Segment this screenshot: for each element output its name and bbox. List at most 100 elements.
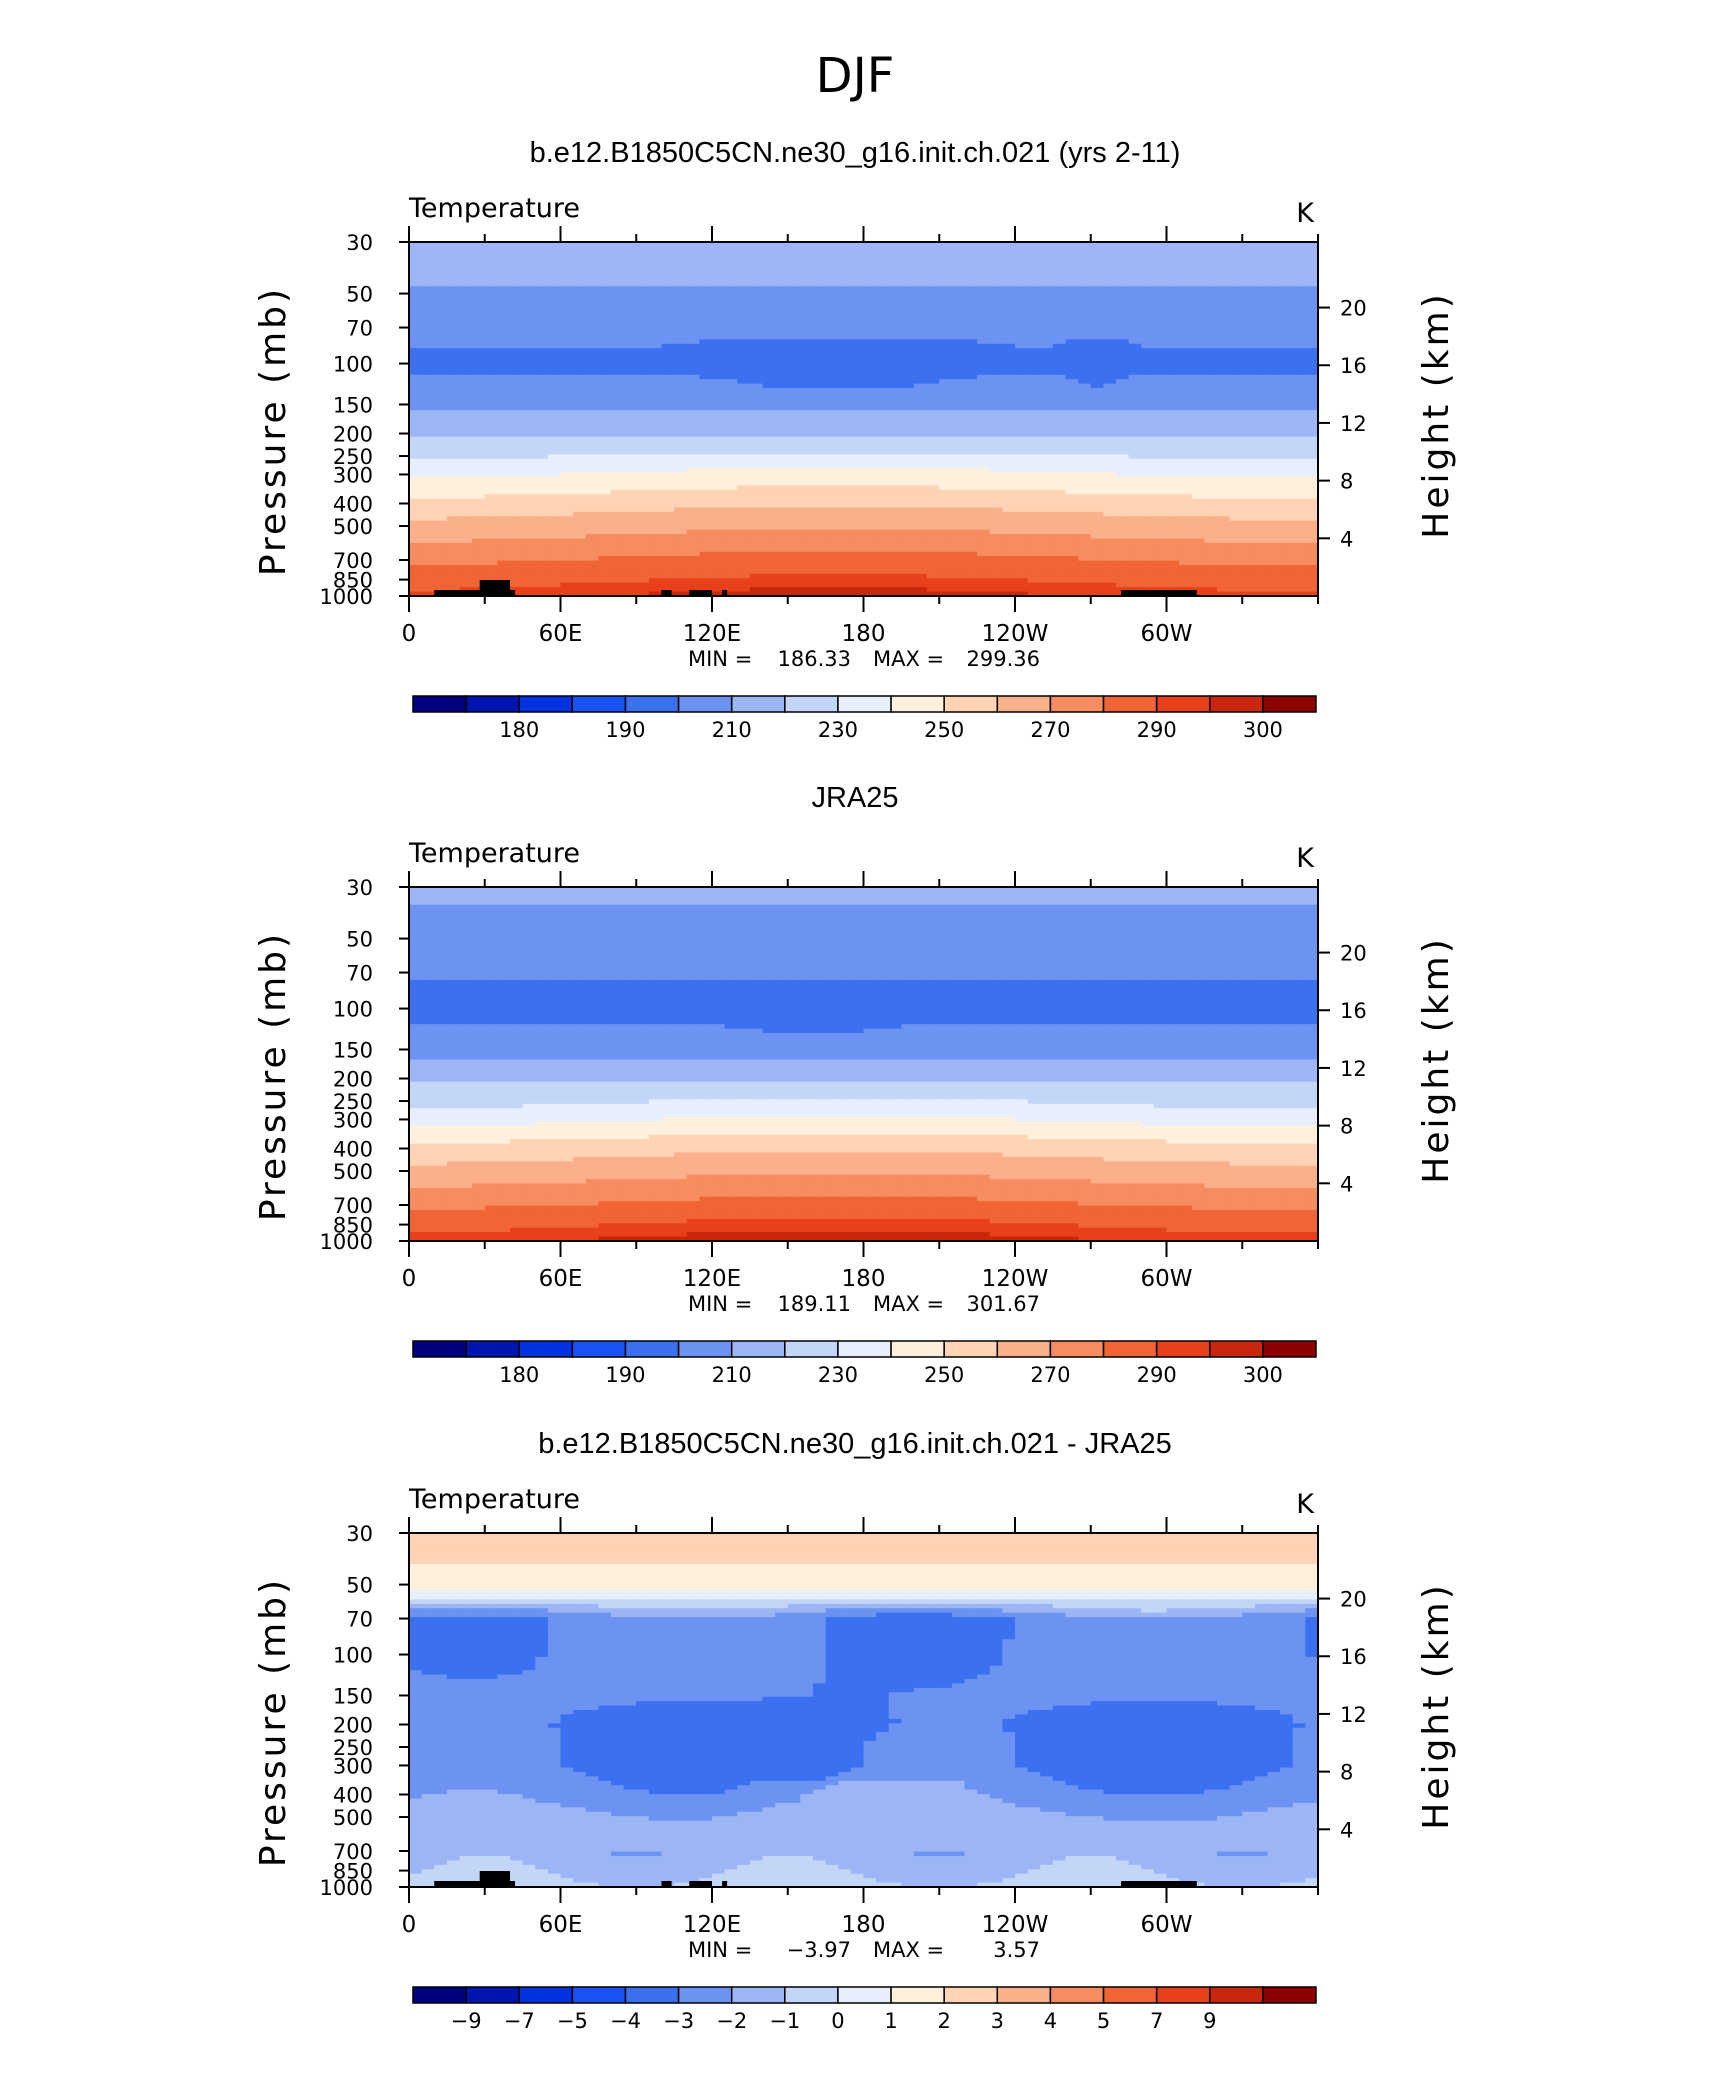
field-cell: [484, 463, 498, 469]
field-cell: [838, 352, 852, 358]
field-cell: [1217, 454, 1231, 460]
field-cell: [1254, 250, 1269, 256]
field-cell: [1292, 511, 1306, 517]
field-cell: [1229, 534, 1243, 540]
field-cell: [1090, 361, 1104, 367]
field-cell: [472, 529, 486, 535]
field-cell: [712, 489, 726, 495]
field-cell: [1141, 542, 1155, 548]
field-cell: [598, 250, 612, 256]
field-cell: [1229, 511, 1243, 517]
field-cell: [876, 538, 890, 544]
field-cell: [977, 529, 991, 535]
field-cell: [1166, 410, 1180, 416]
field-cell: [1267, 290, 1281, 296]
field-cell: [1090, 290, 1104, 296]
field-cell: [623, 379, 637, 385]
field-cell: [926, 330, 940, 336]
field-cell: [1179, 312, 1193, 318]
field-cell: [1128, 268, 1142, 274]
field-cell: [1153, 352, 1168, 358]
field-cell: [560, 458, 574, 464]
field-cell: [888, 503, 902, 509]
field-cell: [1040, 392, 1054, 398]
field-cell: [1204, 317, 1218, 323]
field-cell: [421, 348, 435, 354]
field-cell: [1065, 489, 1079, 495]
field-cell: [585, 467, 599, 473]
field-cell: [800, 503, 814, 509]
field-cell: [484, 498, 498, 504]
field-cell: [712, 330, 726, 336]
field-cell: [1103, 379, 1117, 385]
field-cell: [421, 414, 435, 420]
field-cell: [560, 392, 574, 398]
field-cell: [409, 286, 423, 292]
field-cell: [686, 458, 700, 464]
field-cell: [951, 525, 966, 531]
field-cell: [1217, 334, 1231, 340]
field-cell: [446, 485, 461, 491]
field-cell: [1153, 520, 1168, 526]
field-cell: [1292, 507, 1306, 513]
field-cell: [560, 520, 574, 526]
field-cell: [1065, 312, 1079, 318]
field-cell: [1153, 511, 1168, 517]
field-cell: [1141, 286, 1155, 292]
field-cell: [573, 419, 587, 425]
field-cell: [951, 396, 966, 402]
field-cell: [522, 264, 536, 270]
field-cell: [699, 339, 713, 345]
field-cell: [1040, 432, 1054, 438]
field-cell: [762, 485, 776, 491]
field-cell: [1090, 312, 1104, 318]
field-cell: [484, 458, 498, 464]
field-cell: [787, 250, 801, 256]
field-cell: [1191, 321, 1205, 327]
field-cell: [712, 427, 726, 433]
field-cell: [674, 264, 688, 270]
field-cell: [876, 246, 890, 252]
field-cell: [573, 255, 587, 261]
field-cell: [585, 472, 599, 478]
field-cell: [522, 281, 536, 287]
field-cell: [926, 246, 940, 252]
field-cell: [1040, 467, 1054, 473]
field-cell: [623, 383, 637, 389]
field-cell: [1116, 357, 1130, 363]
field-cell: [901, 392, 915, 398]
field-cell: [1242, 299, 1256, 305]
field-cell: [850, 330, 865, 336]
field-cell: [901, 476, 915, 482]
field-cell: [914, 312, 928, 318]
field-cell: [1103, 374, 1117, 380]
field-cell: [421, 250, 435, 256]
field-cell: [535, 520, 549, 526]
field-cell: [1204, 343, 1218, 349]
field-cell: [1116, 516, 1130, 522]
field-cell: [409, 458, 423, 464]
field-cell: [1015, 365, 1029, 371]
field-cell: [636, 480, 650, 486]
field-cell: [1254, 410, 1269, 416]
field-cell: [484, 348, 498, 354]
field-cell: [699, 268, 713, 274]
field-cell: [686, 312, 700, 318]
field-cell: [497, 547, 511, 553]
field-cell: [800, 272, 814, 278]
field-cell: [686, 268, 700, 274]
field-cell: [1179, 445, 1193, 451]
field-cell: [484, 299, 498, 305]
field-cell: [1179, 242, 1193, 248]
field-cell: [800, 330, 814, 336]
field-cell: [1103, 383, 1117, 389]
field-cell: [1280, 467, 1294, 473]
field-cell: [863, 458, 877, 464]
field-cell: [585, 449, 599, 455]
field-cell: [964, 458, 978, 464]
field-cell: [1040, 295, 1054, 301]
field-cell: [459, 326, 473, 332]
field-cell: [1242, 503, 1256, 509]
field-cell: [724, 396, 738, 402]
field-cell: [1280, 308, 1294, 314]
